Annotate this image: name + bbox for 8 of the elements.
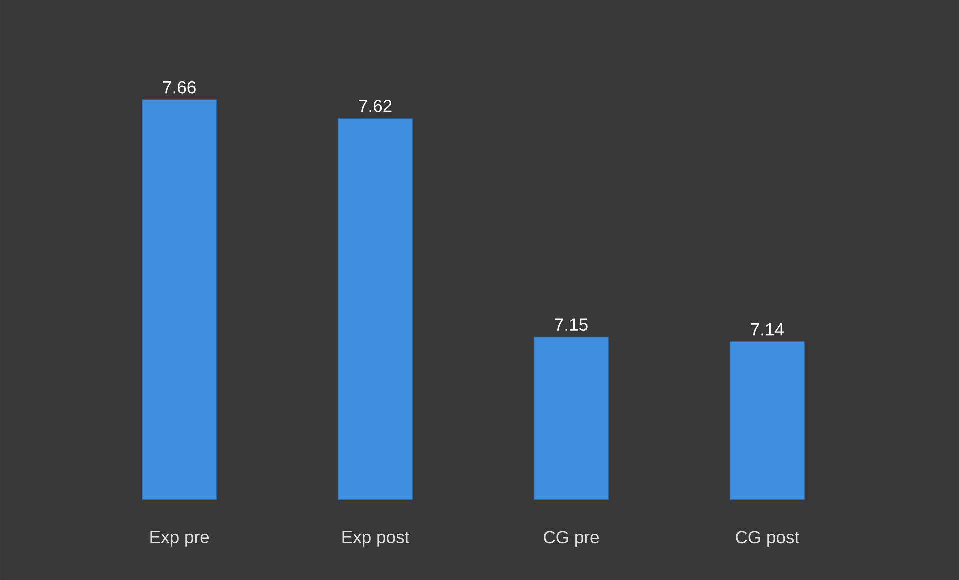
x-tick-label: Exp pre (150, 531, 210, 547)
x-tick-label: Exp post (342, 531, 410, 547)
data-label: 7.66 (163, 81, 196, 94)
data-label: 7.14 (751, 324, 784, 336)
x-tick-label: CG post (736, 531, 800, 548)
x-tick-label: CG pre (544, 531, 599, 548)
data-label: 7.15 (555, 318, 588, 332)
data-label: 7.62 (359, 100, 392, 112)
